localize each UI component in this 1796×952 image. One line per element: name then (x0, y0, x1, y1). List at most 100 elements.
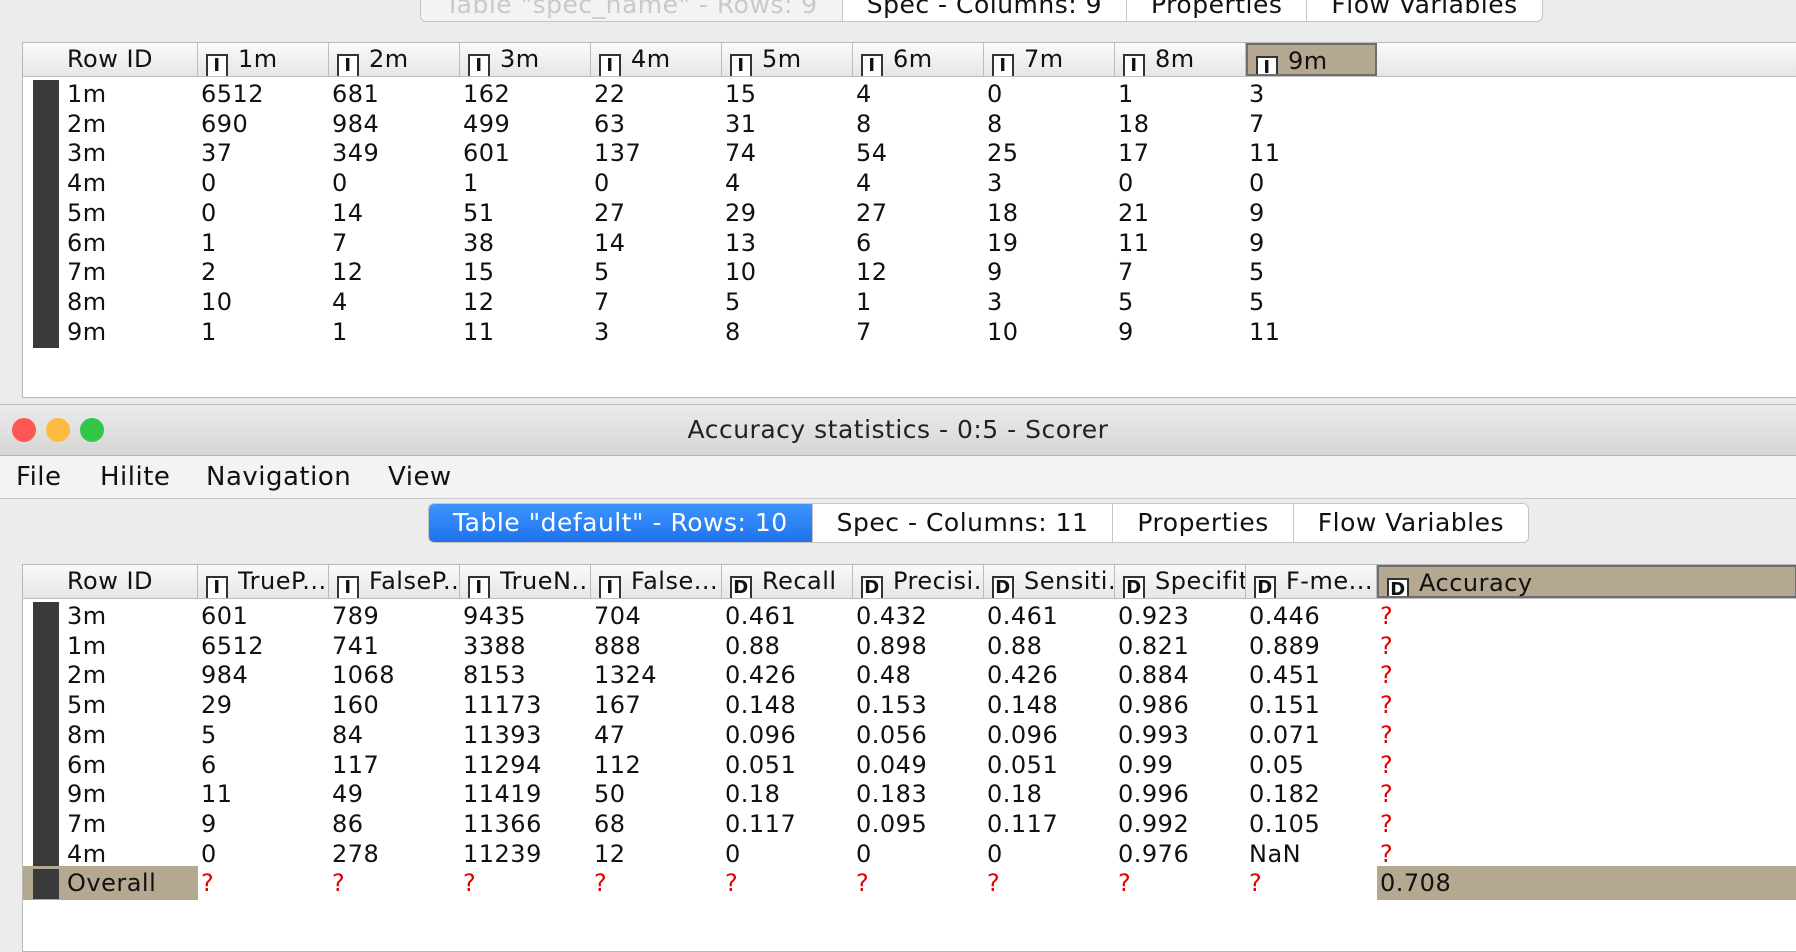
table-cell: 12 (332, 258, 364, 287)
row-id: 6m (33, 226, 107, 260)
table-row[interactable]: 6m 6 117 11294 112 0.051 0.049 0.051 0.99 0.05? (23, 748, 1796, 782)
table-cell: 0 (201, 839, 217, 868)
row-id-label: 6m (67, 228, 107, 257)
row-color-marker (33, 109, 59, 140)
row-id-header[interactable]: Row ID (23, 43, 198, 76)
tab-spec[interactable]: Spec - Columns: 11 (813, 504, 1114, 542)
column-header-3m[interactable]: I 3m (460, 43, 591, 76)
column-header-recall[interactable]: D Recall (722, 565, 853, 598)
table-row[interactable]: 8m 10 4 12 7 5 1 3 5 5 (23, 285, 1796, 319)
tab-properties[interactable]: Properties (1127, 0, 1308, 21)
menu-view[interactable]: View (388, 462, 452, 492)
table-row[interactable]: 7m 2 12 15 5 10 12 9 7 5 (23, 255, 1796, 289)
tab-table-spec-name[interactable]: Table "spec_name" - Rows: 9 (421, 0, 843, 21)
minimize-button[interactable] (46, 418, 70, 442)
row-id: 4m (33, 166, 107, 200)
table-row[interactable]: 1m 6512 741 3388 888 0.88 0.898 0.88 0.821 0.889? (23, 629, 1796, 663)
table-cell: 10 (987, 317, 1019, 346)
menu-hilite[interactable]: Hilite (100, 462, 171, 492)
tab-properties[interactable]: Properties (1113, 504, 1294, 542)
column-header-false[interactable]: I False... (591, 565, 722, 598)
column-header-2m[interactable]: I 2m (329, 43, 460, 76)
table-cell: 19 (987, 228, 1019, 257)
column-header-9m[interactable]: I 9m (1246, 43, 1377, 76)
tab-table-default[interactable]: Table "default" - Rows: 10 (429, 504, 813, 542)
table-cell: 9 (1249, 228, 1265, 257)
column-header-6m[interactable]: I 6m (853, 43, 984, 76)
row-id-label: 6m (67, 750, 107, 779)
table-row[interactable]: 5m 0 14 51 27 29 27 18 21 9 (23, 196, 1796, 230)
table-cell: 3 (1249, 80, 1265, 108)
table-cell: 5 (1249, 287, 1265, 316)
table-row[interactable]: 2m 690 984 499 63 31 8 8 18 7 (23, 107, 1796, 141)
table-cell: 12 (463, 287, 495, 316)
table-header: Row ID I 1m I 2m I 3m I 4m I 5m I 6m I 7m I 8m I 9m (23, 43, 1796, 77)
column-header-truep[interactable]: I TrueP... (198, 565, 329, 598)
row-color-marker (33, 228, 59, 259)
table-cell: 3 (987, 287, 1003, 316)
column-header-accuracy[interactable]: D Accuracy (1377, 565, 1796, 598)
tab-flow-variables[interactable]: Flow Variables (1317, 508, 1505, 537)
table-cell: 68 (594, 809, 626, 838)
column-header-7m[interactable]: I 7m (984, 43, 1115, 76)
column-header-specifity[interactable]: D Specifity (1115, 565, 1246, 598)
table-cell: 0.117 (987, 809, 1059, 838)
integer-type-icon: I (599, 576, 621, 598)
row-color-marker (33, 198, 59, 229)
table-row[interactable]: 7m 9 86 11366 68 0.117 0.095 0.117 0.992 0.105? (23, 807, 1796, 841)
menu-file[interactable]: File (16, 462, 62, 492)
table-row[interactable]: 3m 37 349 601 137 74 54 25 17 11 (23, 136, 1796, 170)
column-header-label: 6m (893, 45, 933, 73)
table-row[interactable]: 5m 29 160 11173 167 0.148 0.153 0.148 0.986 0.151… (23, 688, 1796, 722)
column-header-label: 5m (762, 45, 802, 73)
maximize-button[interactable] (80, 418, 104, 442)
column-header-8m[interactable]: I 8m (1115, 43, 1246, 76)
table-cell: 1 (856, 287, 872, 316)
row-id: 3m (33, 599, 107, 633)
table-row[interactable]: 4m 0 278 11239 12 0 0 0 0.976 NaN? (23, 837, 1796, 871)
table-row[interactable]: 3m 601 789 9435 704 0.461 0.432 0.461 0.923 0.446… (23, 599, 1796, 633)
row-id-header[interactable]: Row ID (23, 565, 198, 598)
scorer-table: Row ID I TrueP... I FalseP... I TrueN... I False… (22, 564, 1796, 952)
column-header-f-me[interactable]: D F-me... (1246, 565, 1377, 598)
tab-spec[interactable]: Spec - Columns: 9 (843, 0, 1128, 21)
table-cell: 0.096 (725, 720, 797, 749)
column-header-falsep[interactable]: I FalseP... (329, 565, 460, 598)
table-row[interactable]: Overall????????? 0.708 (23, 866, 1796, 901)
tab-flow-variables[interactable]: Flow Variables (1331, 0, 1518, 19)
table-cell: 0 (1118, 169, 1134, 198)
integer-type-icon: I (730, 54, 752, 76)
window-title: Accuracy statistics - 0:5 - Scorer (687, 415, 1109, 444)
row-id: 3m (33, 136, 107, 170)
table-row[interactable]: 9m 1 1 11 3 8 7 10 9 11 (23, 315, 1796, 349)
close-button[interactable] (12, 418, 36, 442)
table-row[interactable]: 8m 5 84 11393 47 0.096 0.056 0.096 0.993 0.071? (23, 718, 1796, 752)
table-cell: 11419 (463, 780, 542, 809)
table-cell: 5 (594, 258, 610, 287)
column-header-4m[interactable]: I 4m (591, 43, 722, 76)
row-id: 5m (33, 688, 107, 722)
table-cell: 84 (332, 720, 364, 749)
table-cell: 11 (1249, 139, 1281, 168)
column-header-precisi[interactable]: D Precisi... (853, 565, 984, 598)
column-header-truen[interactable]: I TrueN... (460, 565, 591, 598)
table-row[interactable]: 1m 6512 681 162 22 15 4 0 1 3 (23, 77, 1796, 111)
table-row[interactable]: 9m 11 49 11419 50 0.18 0.183 0.18 0.996 0.182? (23, 777, 1796, 811)
table-cell: 21 (1118, 198, 1150, 227)
row-id-label: 8m (67, 720, 107, 749)
column-header-sensiti[interactable]: D Sensiti... (984, 565, 1115, 598)
table-cell: 0.056 (856, 720, 928, 749)
table-cell: 11239 (463, 839, 542, 868)
table-row[interactable]: 2m 984 1068 8153 1324 0.426 0.48 0.426 0.884 0.45… (23, 658, 1796, 692)
table-row[interactable]: 4m 0 0 1 0 4 4 3 0 0 (23, 166, 1796, 200)
table-row[interactable]: 6m 1 7 38 14 13 6 19 11 9 (23, 226, 1796, 260)
table-cell: 0.889 (1249, 631, 1321, 660)
menu-navigation[interactable]: Navigation (206, 462, 352, 492)
column-header-5m[interactable]: I 5m (722, 43, 853, 76)
column-header-1m[interactable]: I 1m (198, 43, 329, 76)
table-cell: 12 (594, 839, 626, 868)
table-cell: 690 (201, 109, 249, 138)
table-cell: 0 (201, 198, 217, 227)
column-header-label: F-me... (1286, 567, 1373, 595)
row-id-label: 1m (67, 80, 107, 108)
